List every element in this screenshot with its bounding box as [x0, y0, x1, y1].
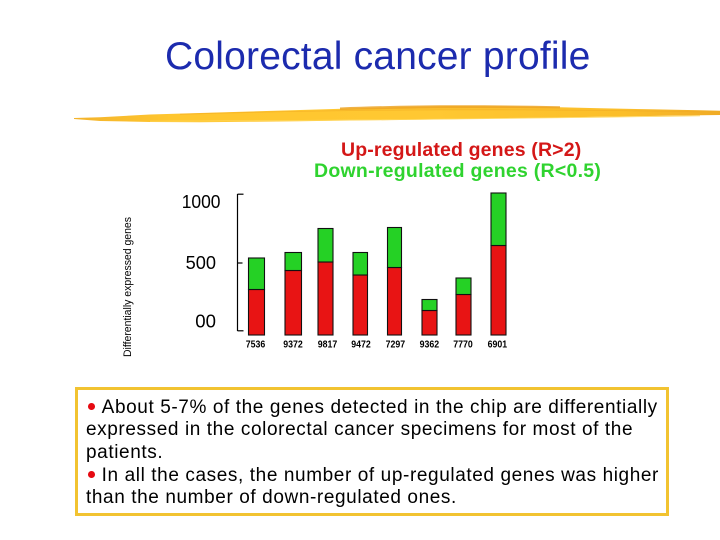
- svg-text:1000: 1000: [182, 192, 221, 212]
- svg-text:9362: 9362: [420, 339, 440, 351]
- svg-text:9472: 9472: [351, 339, 371, 351]
- svg-text:6901: 6901: [488, 339, 508, 351]
- svg-text:7297: 7297: [386, 339, 406, 351]
- svg-text:9817: 9817: [318, 339, 338, 351]
- svg-text:9372: 9372: [283, 339, 303, 351]
- svg-text:7536: 7536: [246, 339, 266, 351]
- svg-text:Differentially expressed genes: Differentially expressed genes: [122, 217, 134, 357]
- svg-text:00: 00: [195, 311, 216, 331]
- svg-text:500: 500: [186, 253, 216, 273]
- svg-text:7770: 7770: [453, 339, 473, 351]
